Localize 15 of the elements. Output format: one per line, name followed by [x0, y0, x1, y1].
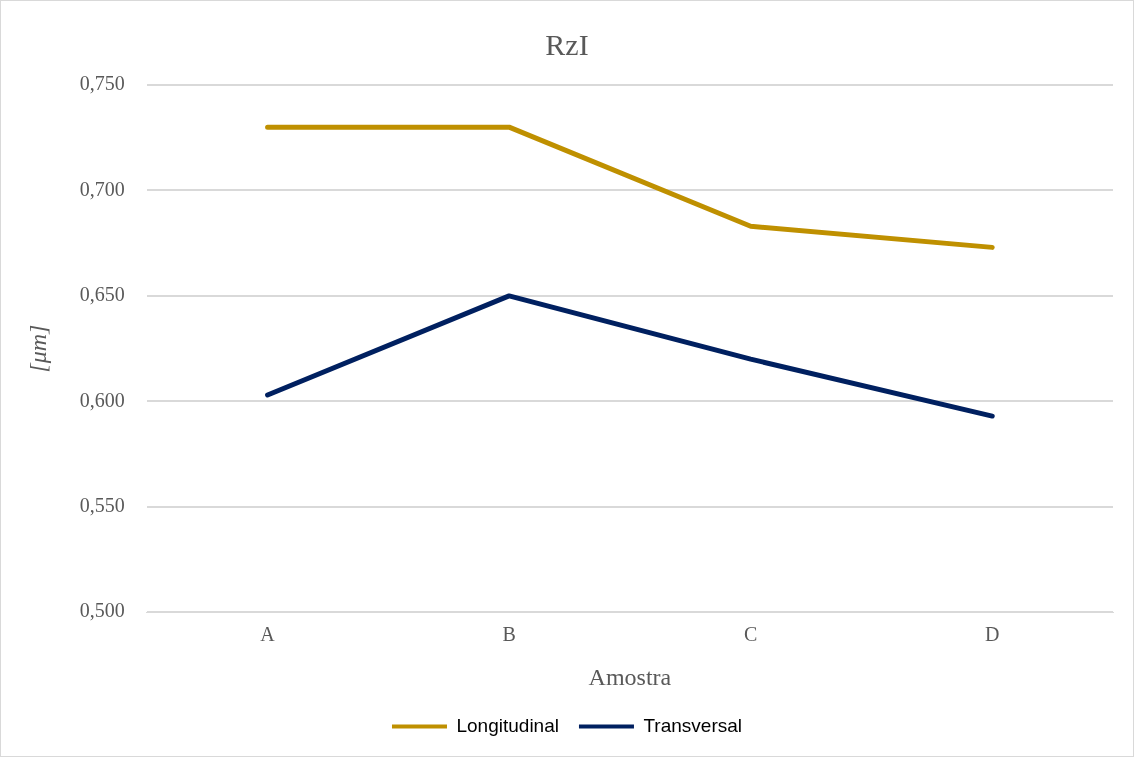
x-tick-label: C	[744, 623, 758, 646]
y-tick-label: 0,700	[79, 177, 125, 200]
x-tick-label: B	[502, 623, 516, 646]
y-tick-label: 0,750	[79, 72, 125, 95]
chart-title: RzI	[545, 27, 589, 61]
legend-label: Longitudinal	[456, 714, 559, 736]
y-tick-label: 0,500	[79, 599, 125, 622]
y-axis-title: [μm]	[24, 324, 51, 373]
x-tick-label: A	[260, 623, 276, 646]
y-tick-label: 0,650	[79, 283, 125, 306]
legend-label: Transversal	[643, 714, 743, 736]
x-axis-title: Amostra	[588, 663, 672, 690]
y-tick-label: 0,550	[79, 494, 125, 517]
x-tick-label: D	[985, 623, 1000, 646]
y-tick-label: 0,600	[79, 388, 125, 411]
